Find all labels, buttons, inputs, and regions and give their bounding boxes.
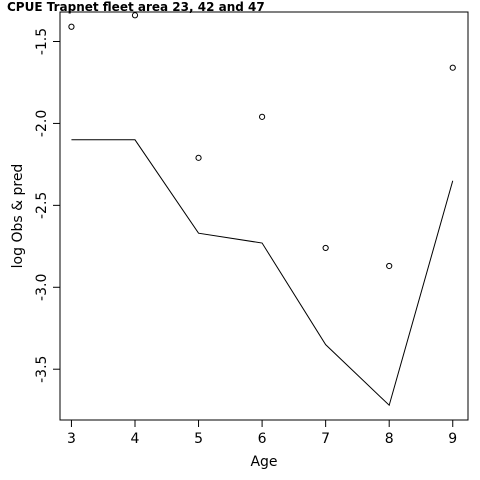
- x-tick-label: 4: [131, 431, 140, 447]
- x-tick-label: 6: [258, 431, 267, 447]
- x-tick-label: 9: [448, 431, 457, 447]
- chart-title: CPUE Trapnet fleet area 23, 42 and 47: [7, 0, 265, 14]
- observed-point: [195, 154, 202, 161]
- x-tick-label: 3: [67, 431, 76, 447]
- x-tick-label: 5: [194, 431, 203, 447]
- observed-point: [68, 23, 75, 30]
- x-axis: 3 4 5 6 7 8 9: [67, 419, 457, 447]
- plot-frame: [59, 11, 469, 421]
- observed-point: [449, 64, 456, 71]
- observed-point: [322, 244, 329, 252]
- x-tick-label: 7: [321, 431, 330, 447]
- observed-point: [258, 113, 266, 120]
- y-axis: -3.5 -3.0 -2.5 -2.0 -1.5: [34, 28, 61, 383]
- predicted-series: [71, 139, 454, 407]
- y-axis-label: log Obs & pred: [10, 164, 26, 269]
- observed-point: [131, 12, 139, 19]
- y-tick-label: -1.5: [34, 28, 50, 55]
- x-axis-label: Age: [250, 454, 277, 470]
- y-tick-label: -2.5: [34, 192, 50, 219]
- predicted-line: [71, 139, 454, 407]
- observed-series: [68, 12, 456, 270]
- x-tick-label: 8: [385, 431, 394, 447]
- observed-point: [386, 262, 393, 270]
- y-tick-label: -2.0: [34, 110, 50, 137]
- y-tick-label: -3.0: [34, 274, 50, 301]
- y-tick-label: -3.5: [34, 356, 50, 383]
